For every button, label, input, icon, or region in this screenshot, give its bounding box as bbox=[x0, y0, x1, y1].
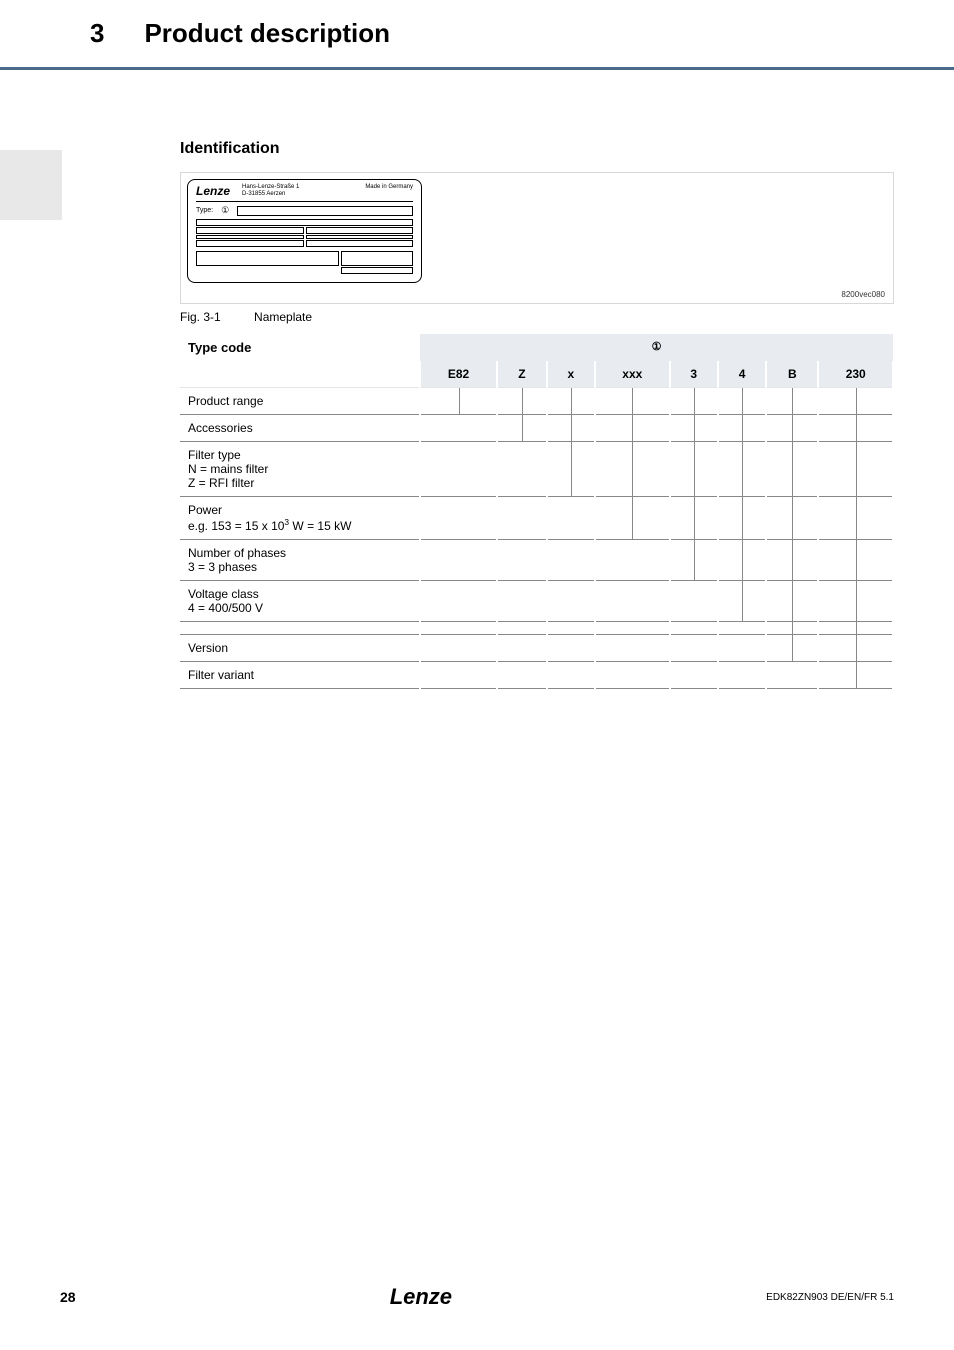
typecode-table: Type code ① E82 Z x xxx 3 4 B 230 Produc… bbox=[180, 334, 894, 689]
chapter-header: 3 Product description bbox=[0, 0, 954, 70]
page-number: 28 bbox=[60, 1289, 76, 1305]
nameplate-type-field bbox=[237, 206, 413, 216]
nameplate-circled-1: ① bbox=[221, 205, 229, 216]
code-col-6: B bbox=[766, 361, 818, 388]
nameplate-made-in: Made in Germany bbox=[365, 184, 413, 190]
row-filter-type: Filter type N = mains filter Z = RFI fil… bbox=[180, 442, 420, 497]
code-col-1: Z bbox=[497, 361, 547, 388]
typecode-heading: Type code bbox=[180, 334, 420, 361]
thumb-tab bbox=[0, 150, 62, 220]
nameplate: Lenze Hans-Lenze-Straße 1 D-31855 Aerzen… bbox=[187, 179, 422, 283]
chapter-number: 3 bbox=[90, 18, 104, 49]
code-col-2: x bbox=[547, 361, 595, 388]
chapter-title: Product description bbox=[144, 18, 390, 49]
typecode-circled: ① bbox=[420, 334, 893, 361]
code-col-4: 3 bbox=[670, 361, 718, 388]
nameplate-figure: Lenze Hans-Lenze-Straße 1 D-31855 Aerzen… bbox=[180, 172, 894, 304]
nameplate-type-label: Type: bbox=[196, 207, 213, 214]
figure-caption: Fig. 3-1 Nameplate bbox=[180, 310, 894, 324]
row-filter-variant: Filter variant bbox=[180, 662, 420, 689]
code-col-3: xxx bbox=[595, 361, 669, 388]
identification-heading: Identification bbox=[180, 140, 894, 158]
nameplate-logo: Lenze bbox=[196, 184, 230, 198]
row-phases: Number of phases 3 = 3 phases bbox=[180, 540, 420, 581]
figure-ref: 8200vec080 bbox=[841, 290, 885, 299]
footer-logo: Lenze bbox=[390, 1284, 452, 1310]
row-power: Powere.g. 153 = 15 x 103 W = 15 kW bbox=[180, 497, 420, 540]
nameplate-address: Hans-Lenze-Straße 1 D-31855 Aerzen bbox=[242, 184, 299, 198]
code-col-0: E82 bbox=[420, 361, 497, 388]
code-col-7: 230 bbox=[818, 361, 893, 388]
figure-number: Fig. 3-1 bbox=[180, 310, 221, 324]
row-version: Version bbox=[180, 635, 420, 662]
row-blank bbox=[180, 622, 420, 635]
document-id: EDK82ZN903 DE/EN/FR 5.1 bbox=[766, 1292, 894, 1303]
code-col-5: 4 bbox=[718, 361, 766, 388]
page-content: Identification Lenze Hans-Lenze-Straße 1… bbox=[180, 140, 894, 689]
page-footer: 28 Lenze EDK82ZN903 DE/EN/FR 5.1 bbox=[0, 1284, 954, 1310]
figure-caption-text: Nameplate bbox=[254, 310, 312, 324]
row-accessories: Accessories bbox=[180, 415, 420, 442]
row-product-range: Product range bbox=[180, 388, 420, 415]
row-voltage: Voltage class 4 = 400/500 V bbox=[180, 581, 420, 622]
